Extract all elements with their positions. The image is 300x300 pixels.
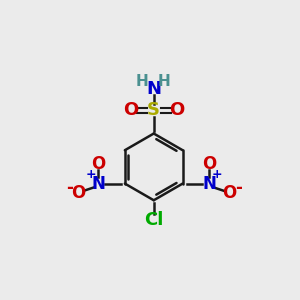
Text: O: O	[71, 184, 86, 202]
Text: Cl: Cl	[144, 211, 164, 229]
Text: H: H	[136, 74, 149, 89]
Text: O: O	[91, 155, 105, 173]
Text: N: N	[91, 175, 105, 193]
Text: N: N	[202, 175, 216, 193]
Text: O: O	[169, 101, 184, 119]
Text: -: -	[66, 179, 73, 197]
Text: O: O	[202, 155, 217, 173]
Text: N: N	[146, 80, 161, 98]
Text: O: O	[123, 101, 138, 119]
Text: O: O	[222, 184, 236, 202]
Text: H: H	[158, 74, 170, 89]
Text: +: +	[86, 168, 96, 181]
Text: S: S	[147, 101, 160, 119]
Text: +: +	[211, 168, 222, 181]
Text: -: -	[235, 179, 242, 197]
